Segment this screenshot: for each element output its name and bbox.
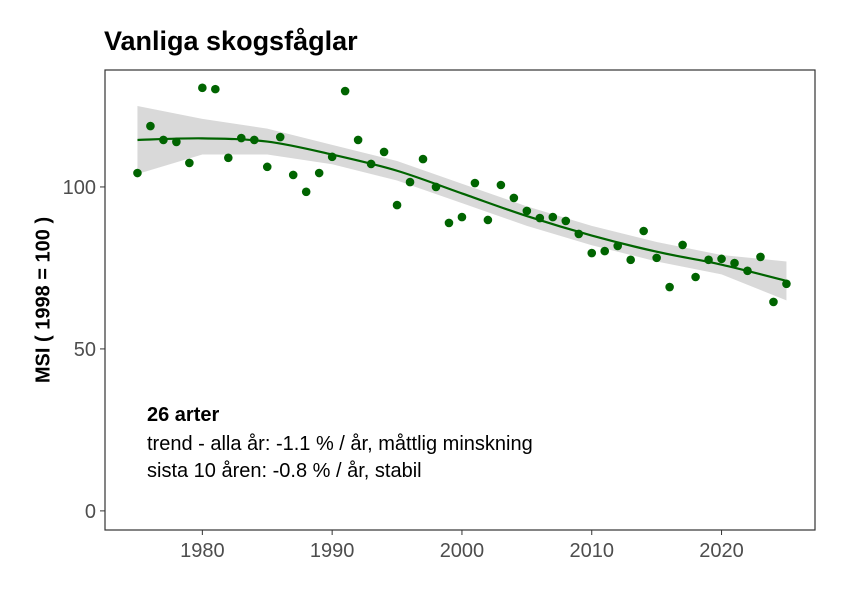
data-point (548, 212, 558, 222)
data-point (262, 162, 272, 172)
data-point (574, 229, 584, 239)
data-point (496, 180, 506, 190)
annotation-trend-all: trend - alla år: -1.1 % / år, måttlig mi… (147, 433, 533, 455)
y-tick-label: 100 (63, 177, 96, 199)
data-point (470, 178, 480, 188)
data-point (639, 226, 648, 236)
confidence-band (137, 105, 787, 301)
data-point (678, 240, 687, 250)
data-point (353, 135, 363, 145)
data-point (159, 135, 168, 145)
data-point (146, 121, 155, 131)
data-point (561, 216, 571, 226)
data-point (483, 215, 493, 225)
data-point (587, 248, 597, 258)
data-point (185, 158, 194, 168)
annotation-trend-10: sista 10 åren: -0.8 % / år, stabil (147, 460, 422, 482)
data-point (704, 255, 713, 265)
annotation-species: 26 arter (147, 404, 220, 426)
data-point (327, 152, 337, 162)
data-point (626, 255, 635, 265)
data-point (133, 168, 142, 178)
data-point (613, 241, 623, 251)
data-point (198, 83, 207, 93)
y-tick-label: 50 (74, 339, 96, 361)
x-tick-label: 1990 (310, 540, 355, 562)
data-point (249, 135, 259, 145)
data-point (405, 177, 415, 187)
chart-title: Vanliga skogsfåglar (104, 26, 358, 56)
data-point (314, 168, 324, 178)
data-point (275, 132, 285, 142)
x-tick-label: 2000 (440, 540, 485, 562)
plot-border (104, 69, 816, 531)
data-point (301, 187, 311, 197)
x-tick-label: 2020 (699, 540, 744, 562)
data-point (418, 154, 428, 164)
x-tick-label: 1980 (180, 540, 225, 562)
data-point (535, 213, 545, 223)
data-point (379, 147, 389, 157)
data-point (769, 297, 778, 307)
data-point (665, 282, 674, 292)
data-point (211, 84, 220, 94)
data-point (224, 153, 233, 163)
data-point (457, 212, 467, 222)
data-point (444, 218, 454, 228)
data-point (730, 258, 739, 268)
y-tick-label: 0 (85, 501, 96, 523)
data-point (236, 133, 246, 143)
data-point (522, 206, 532, 216)
data-point (366, 159, 376, 169)
data-point (288, 170, 298, 180)
data-point (756, 252, 765, 262)
data-point (691, 272, 700, 282)
data-point (509, 193, 519, 203)
data-point (392, 200, 402, 210)
data-point (600, 246, 610, 256)
trend-line (137, 137, 787, 282)
data-point (743, 266, 752, 276)
data-point (782, 279, 791, 289)
data-point (340, 86, 350, 96)
data-point (717, 254, 726, 264)
data-point (431, 182, 441, 192)
x-tick-label: 2010 (569, 540, 614, 562)
data-point (652, 253, 661, 263)
data-point (172, 137, 181, 147)
